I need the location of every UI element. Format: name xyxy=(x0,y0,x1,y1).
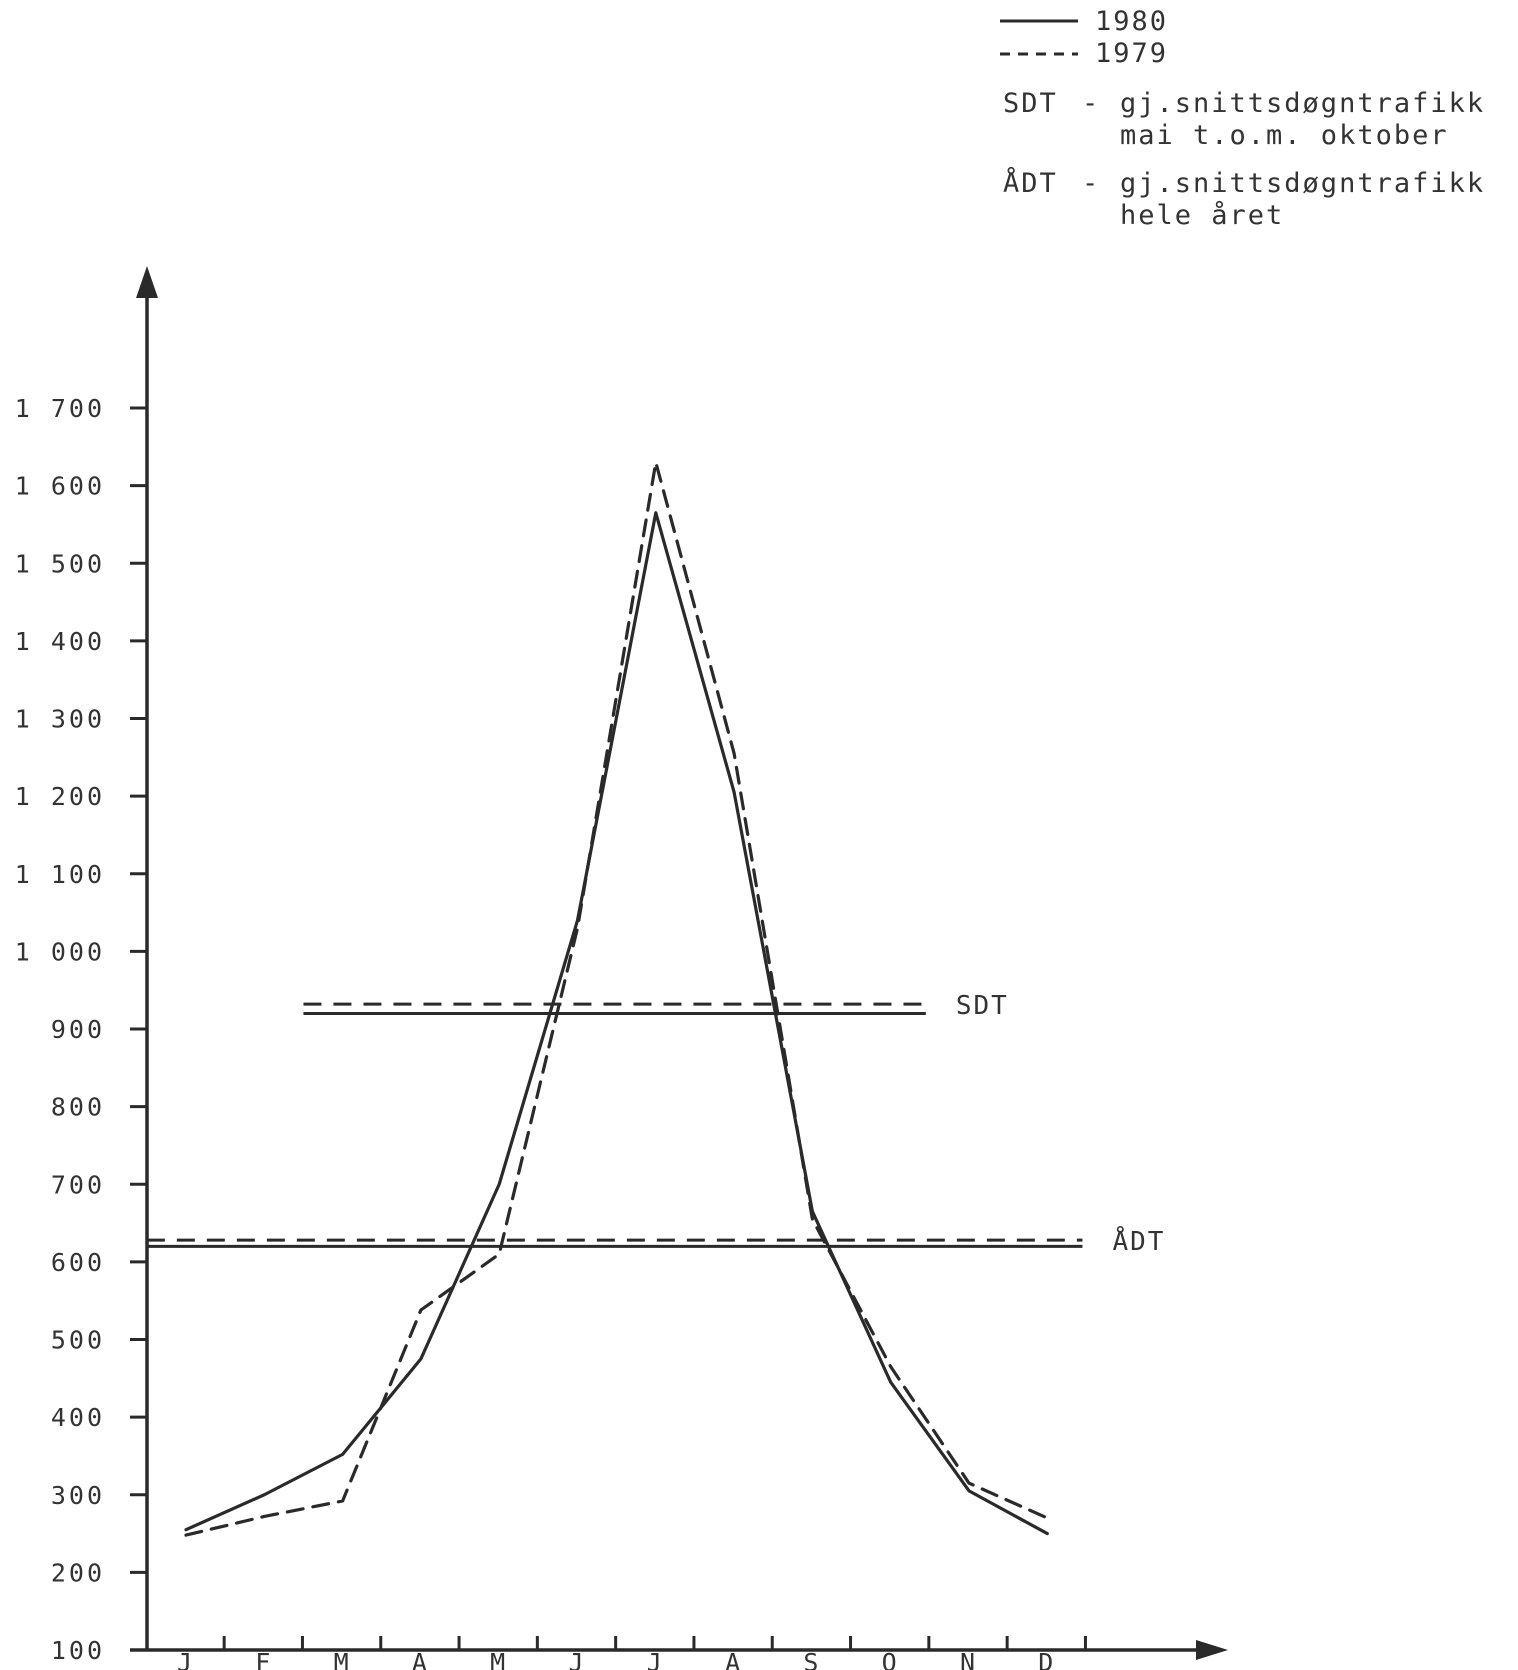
x-tick-label: N xyxy=(960,1648,978,1670)
x-tick-label: O xyxy=(882,1648,900,1670)
series-lines xyxy=(184,460,1049,1537)
reference-label: SDT xyxy=(956,991,1009,1021)
axes xyxy=(130,266,1228,1660)
reference-label: ÅDT xyxy=(1112,1225,1165,1257)
legend-label-1980: 1980 xyxy=(1095,6,1168,37)
y-tick-label: 700 xyxy=(51,1170,105,1199)
y-tick-label: 1 400 xyxy=(15,627,105,656)
x-tick-label: A xyxy=(412,1648,430,1670)
x-tick-label: F xyxy=(255,1648,273,1670)
y-tick-label: 200 xyxy=(51,1558,105,1587)
x-tick-label: J xyxy=(177,1648,195,1670)
legend-adt-line2: hele året xyxy=(1120,200,1284,231)
legend-sdt-dash: - xyxy=(1082,88,1100,119)
y-tick-label: 1 600 xyxy=(15,472,105,501)
y-tick-label: 1 000 xyxy=(15,937,105,966)
y-tick-label: 300 xyxy=(51,1481,105,1510)
x-tick-label: M xyxy=(334,1648,352,1670)
x-tick-label: M xyxy=(490,1648,508,1670)
x-tick-label: D xyxy=(1038,1648,1056,1670)
y-axis-arrow xyxy=(136,266,158,298)
x-tick-label: A xyxy=(725,1648,743,1670)
y-tick-label: 1 300 xyxy=(15,705,105,734)
legend: 1980 1979 SDT - gj.snittsdøgntrafikk mai… xyxy=(1000,6,1485,231)
y-tick-label: 1 500 xyxy=(15,549,105,578)
reference-lines: SDT ÅDT xyxy=(146,991,1165,1257)
x-tick-label: S xyxy=(803,1648,821,1670)
y-tick-label: 400 xyxy=(51,1403,105,1432)
series-line-1979 xyxy=(184,460,1049,1537)
y-tick-label: 1 200 xyxy=(15,782,105,811)
y-tick-label: 100 xyxy=(51,1636,105,1665)
y-tick-label: 800 xyxy=(51,1093,105,1122)
y-tick-label: 500 xyxy=(51,1326,105,1355)
legend-sdt-abbr: SDT xyxy=(1003,88,1058,119)
legend-sdt-line2: mai t.o.m. oktober xyxy=(1120,120,1449,151)
x-tick-label: J xyxy=(647,1648,665,1670)
legend-sdt-line1: gj.snittsdøgntrafikk xyxy=(1120,88,1485,119)
x-tick-label: J xyxy=(568,1648,586,1670)
y-tick-label: 900 xyxy=(51,1015,105,1044)
series-line-1980 xyxy=(184,511,1049,1536)
y-tick-label: 1 700 xyxy=(15,394,105,423)
legend-adt-abbr: ÅDT xyxy=(1003,167,1058,199)
x-axis-arrow xyxy=(1196,1640,1228,1660)
legend-label-1979: 1979 xyxy=(1095,38,1168,69)
legend-adt-dash: - xyxy=(1082,168,1100,199)
y-tick-label: 600 xyxy=(51,1248,105,1277)
legend-adt-line1: gj.snittsdøgntrafikk xyxy=(1120,168,1485,199)
y-tick-label: 1 100 xyxy=(15,860,105,889)
y-ticks: 1 700 1 600 1 500 1 400 1 300 1 200 1 100 1 000… xyxy=(15,394,147,1665)
